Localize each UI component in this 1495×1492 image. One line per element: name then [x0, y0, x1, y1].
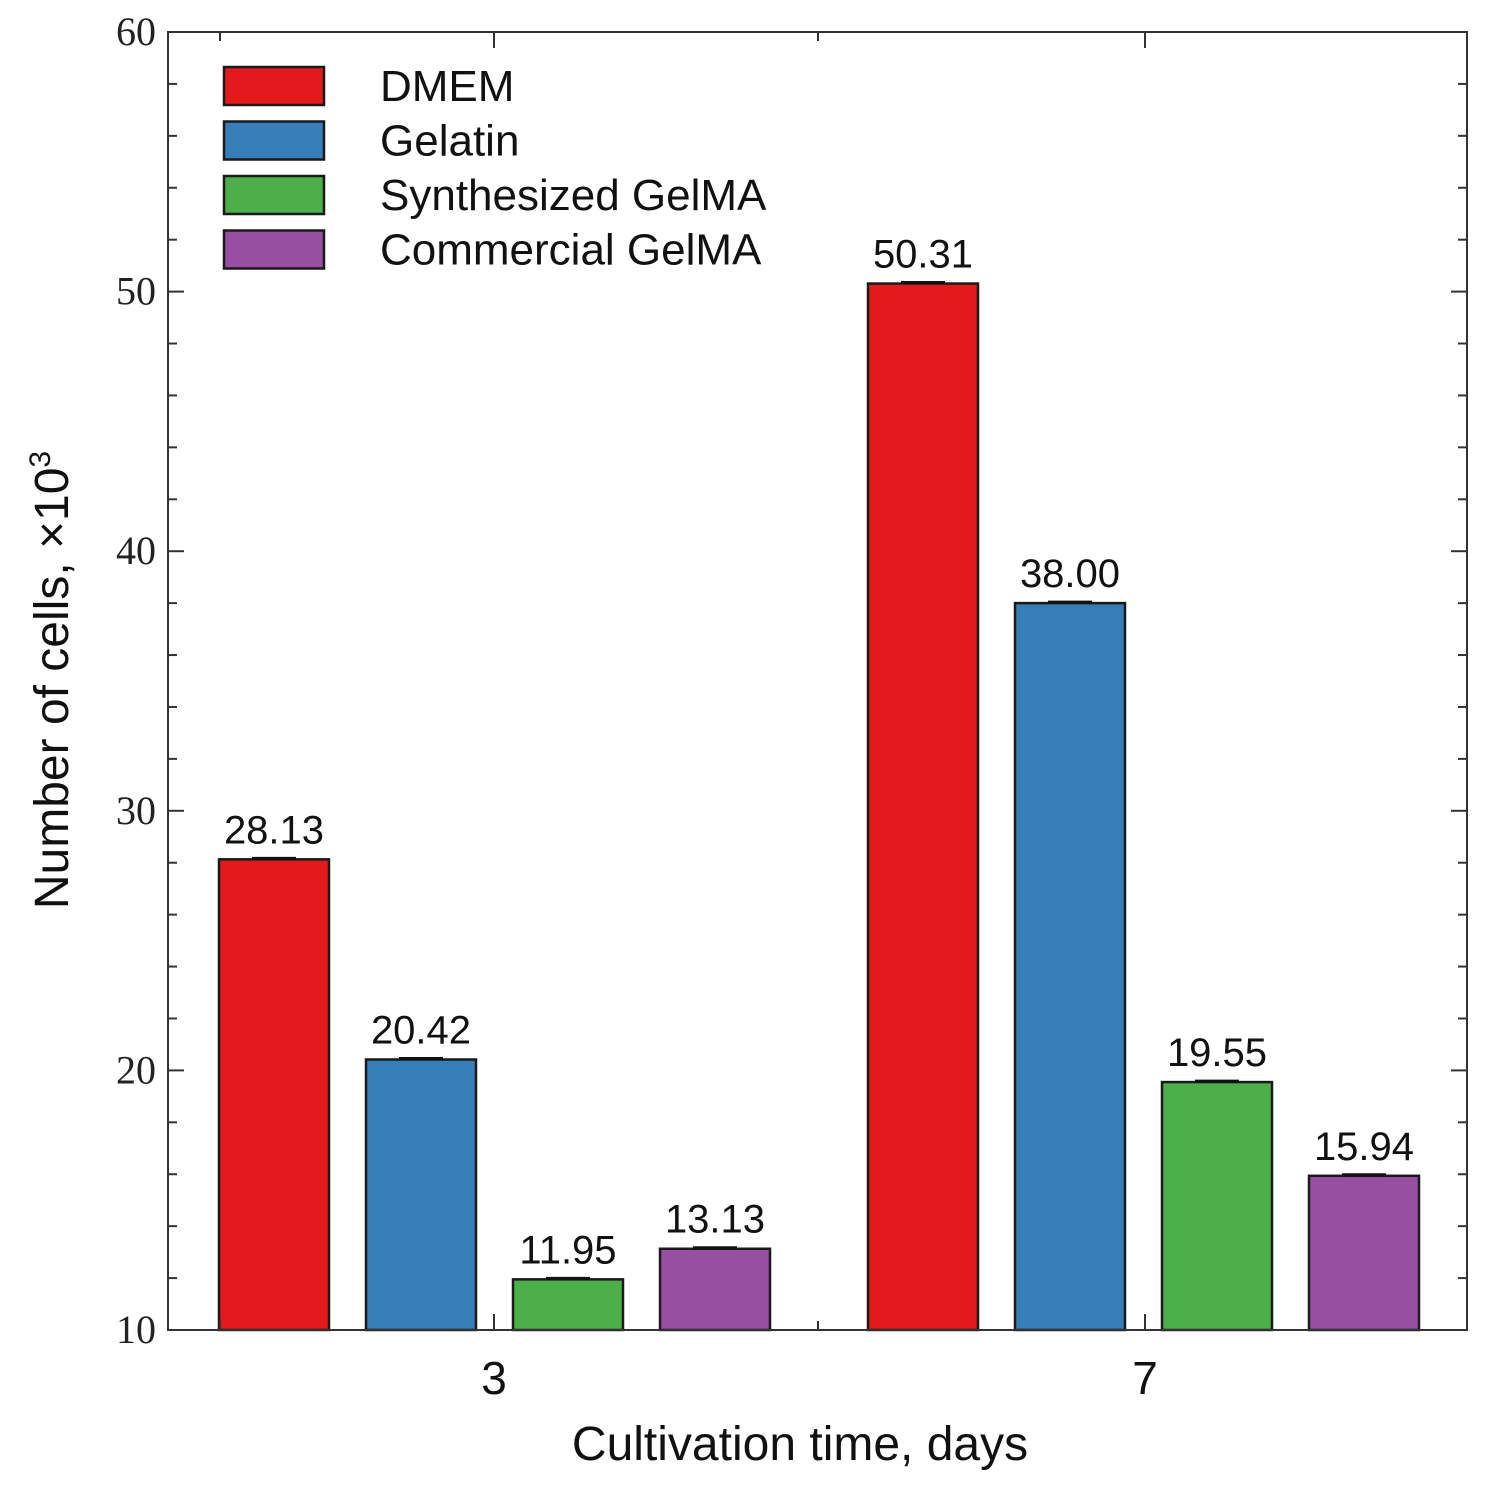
bar-gelatin-day-7: [1013, 601, 1127, 1332]
legend-label: Synthesized GelMA: [380, 171, 767, 220]
bar-gelatin-day-3: [364, 1058, 478, 1332]
y-tick-label: 60: [116, 9, 156, 54]
legend: DMEM Gelatin Synthesized GelMA Commercial G…: [222, 62, 767, 275]
data-label: 38.00: [1020, 552, 1120, 596]
y-tick-label: 20: [116, 1047, 156, 1092]
x-axis-title: Cultivation time, days: [572, 1418, 1028, 1471]
y-axis-title-superscript: 3: [24, 451, 57, 468]
y-tick-label: 10: [116, 1307, 156, 1352]
data-label: 13.13: [665, 1198, 765, 1242]
x-tick-label: 7: [1132, 1352, 1158, 1404]
y-axis-title-main: Number of cells, ×10: [26, 468, 79, 910]
data-label: 15.94: [1314, 1125, 1414, 1169]
bar-synthesized-gelma-day-7: [1160, 1080, 1274, 1332]
data-labels-layer: 28.13 20.42 11.95 13.13 50.31 38.00 19.55 15.94: [224, 233, 1414, 1273]
data-label: 19.55: [1167, 1031, 1267, 1075]
legend-label: Commercial GelMA: [380, 226, 762, 275]
data-label: 11.95: [519, 1228, 616, 1272]
data-label: 20.42: [371, 1008, 471, 1052]
bar-commercial-gelma-day-3: [658, 1247, 772, 1332]
axis-titles: Cultivation time, days Number of cells, ×…: [24, 451, 1028, 1471]
legend-label: DMEM: [380, 62, 514, 111]
legend-swatch: [222, 120, 326, 161]
y-tick-label: 50: [116, 269, 156, 314]
legend-swatch: [222, 174, 326, 216]
legend-swatch: [222, 229, 326, 270]
y-tick-label: 30: [116, 788, 156, 833]
y-axis-title: Number of cells, ×103: [24, 451, 79, 909]
bar-dmem-day-7: [866, 282, 980, 1332]
ticks-layer: 10 20 30 40 50 60 3 7: [116, 9, 1467, 1404]
bars-layer: [217, 281, 1421, 1332]
legend-label: Gelatin: [380, 117, 519, 166]
data-label: 28.13: [224, 808, 324, 852]
y-tick-label: 40: [116, 528, 156, 573]
bar-commercial-gelma-day-7: [1307, 1174, 1421, 1332]
data-label: 50.31: [873, 233, 973, 277]
bar-dmem-day-3: [217, 858, 331, 1332]
bar-synthesized-gelma-day-3: [511, 1278, 625, 1332]
legend-swatch: [222, 65, 326, 107]
x-tick-label: 3: [481, 1352, 507, 1404]
